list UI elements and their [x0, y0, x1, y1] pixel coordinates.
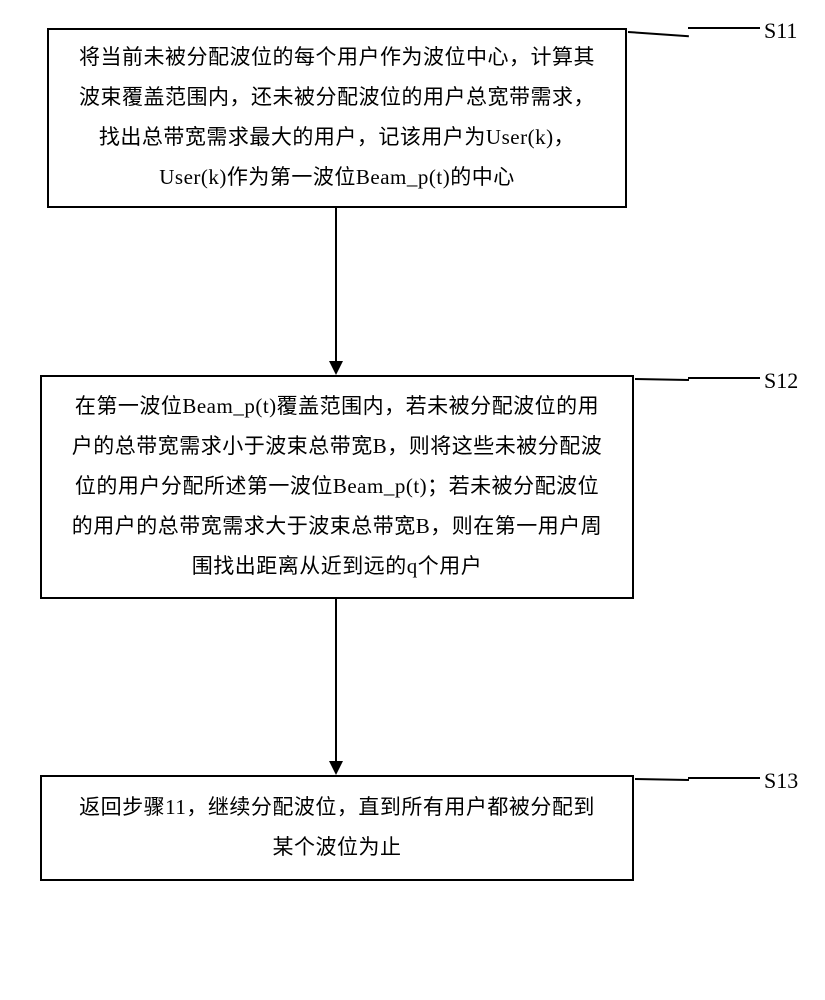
step-label-s11: S11: [764, 18, 797, 44]
flowchart-step-s13: 返回步骤11，继续分配波位，直到所有用户都被分配到某个波位为止: [40, 775, 634, 881]
connector-arrow: [335, 599, 337, 763]
arrowhead-icon: [329, 761, 343, 775]
step-text: 在第一波位Beam_p(t)覆盖范围内，若未被分配波位的用户的总带宽需求小于波束…: [70, 387, 604, 586]
callout-line: [628, 31, 689, 37]
step-label-s12: S12: [764, 368, 798, 394]
callout-line: [688, 377, 760, 379]
flowchart-container: 将当前未被分配波位的每个用户作为波位中心，计算其波束覆盖范围内，还未被分配波位的…: [0, 0, 825, 1000]
step-label-s13: S13: [764, 768, 798, 794]
arrowhead-icon: [329, 361, 343, 375]
callout-line: [688, 777, 760, 779]
callout-line: [635, 378, 689, 381]
connector-arrow: [335, 208, 337, 363]
step-text: 将当前未被分配波位的每个用户作为波位中心，计算其波束覆盖范围内，还未被分配波位的…: [77, 38, 597, 198]
callout-line: [688, 27, 760, 29]
flowchart-step-s11: 将当前未被分配波位的每个用户作为波位中心，计算其波束覆盖范围内，还未被分配波位的…: [47, 28, 627, 208]
flowchart-step-s12: 在第一波位Beam_p(t)覆盖范围内，若未被分配波位的用户的总带宽需求小于波束…: [40, 375, 634, 599]
callout-line: [635, 778, 689, 781]
step-text: 返回步骤11，继续分配波位，直到所有用户都被分配到某个波位为止: [70, 788, 604, 868]
